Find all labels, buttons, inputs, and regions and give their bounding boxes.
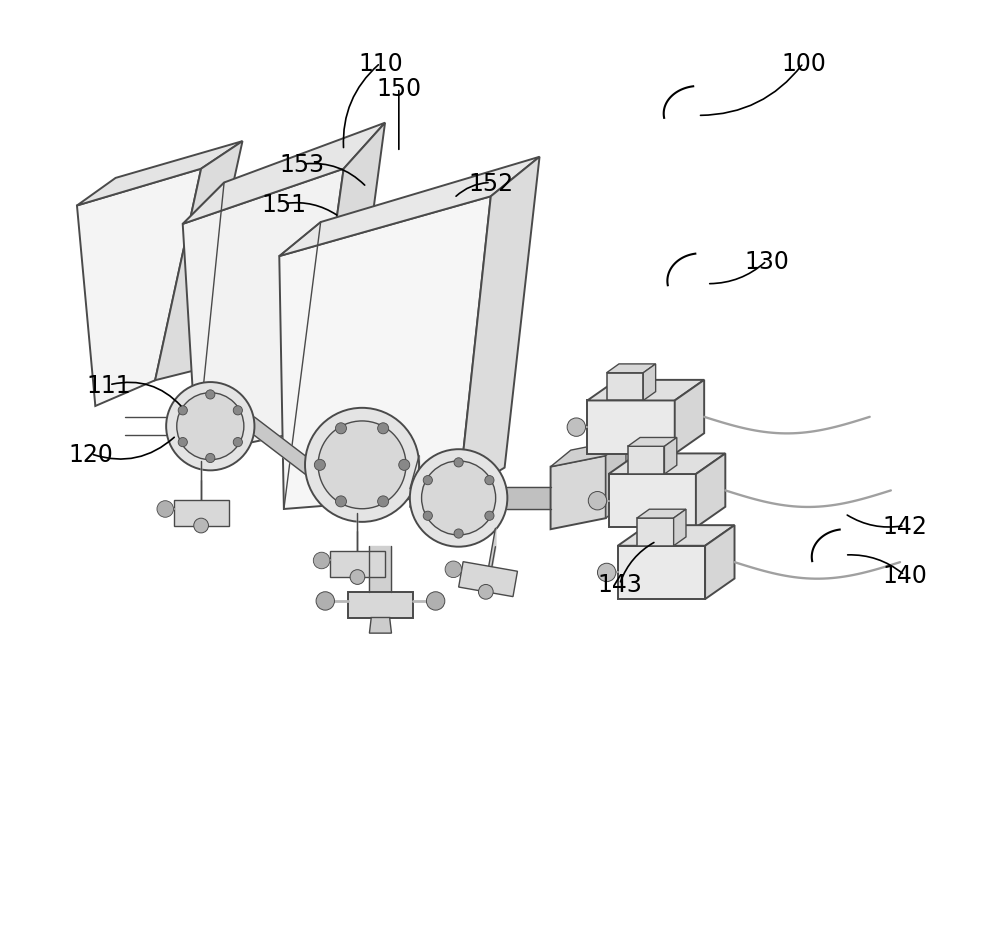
Polygon shape	[587, 401, 675, 454]
Circle shape	[399, 460, 410, 471]
Circle shape	[423, 512, 432, 521]
Polygon shape	[643, 364, 656, 401]
Polygon shape	[279, 158, 540, 257]
Polygon shape	[459, 158, 540, 496]
Polygon shape	[609, 454, 725, 475]
Circle shape	[206, 454, 215, 464]
Circle shape	[157, 502, 174, 517]
Polygon shape	[696, 454, 725, 527]
Polygon shape	[675, 380, 704, 454]
Polygon shape	[174, 501, 229, 526]
Circle shape	[318, 422, 406, 509]
Circle shape	[597, 564, 616, 582]
Polygon shape	[279, 197, 491, 510]
Circle shape	[567, 418, 586, 437]
Circle shape	[177, 393, 244, 461]
Circle shape	[485, 476, 494, 485]
Circle shape	[178, 406, 187, 415]
Circle shape	[378, 496, 389, 507]
Polygon shape	[155, 142, 242, 381]
Circle shape	[423, 476, 432, 485]
Text: 110: 110	[358, 52, 403, 76]
Polygon shape	[459, 562, 517, 597]
Text: 142: 142	[882, 514, 927, 538]
Circle shape	[194, 518, 208, 533]
Polygon shape	[551, 456, 606, 529]
Polygon shape	[369, 617, 391, 633]
Text: 151: 151	[261, 193, 306, 216]
Circle shape	[454, 529, 463, 539]
Polygon shape	[664, 438, 677, 475]
Circle shape	[454, 458, 463, 467]
Text: 130: 130	[744, 249, 789, 273]
Circle shape	[378, 424, 389, 435]
Polygon shape	[330, 552, 385, 578]
Circle shape	[410, 450, 507, 547]
Polygon shape	[77, 170, 201, 407]
Circle shape	[233, 438, 242, 447]
Polygon shape	[674, 510, 686, 546]
Polygon shape	[183, 170, 344, 454]
Polygon shape	[77, 142, 242, 207]
Text: 140: 140	[882, 564, 927, 588]
Polygon shape	[637, 510, 686, 518]
Polygon shape	[628, 438, 677, 447]
Circle shape	[588, 492, 607, 511]
Text: 143: 143	[597, 573, 642, 597]
Circle shape	[314, 460, 325, 471]
Circle shape	[335, 424, 346, 435]
Polygon shape	[606, 439, 626, 518]
Polygon shape	[307, 123, 385, 431]
Circle shape	[350, 570, 365, 585]
Polygon shape	[705, 526, 735, 600]
Circle shape	[305, 409, 419, 522]
Circle shape	[206, 390, 215, 400]
Text: 152: 152	[468, 171, 513, 196]
Circle shape	[485, 512, 494, 521]
Circle shape	[233, 406, 242, 415]
Circle shape	[316, 592, 334, 611]
Polygon shape	[618, 526, 735, 546]
Polygon shape	[607, 374, 643, 401]
Polygon shape	[637, 518, 674, 546]
Circle shape	[335, 496, 346, 507]
Polygon shape	[628, 447, 664, 475]
Text: 150: 150	[376, 77, 421, 101]
Circle shape	[178, 438, 187, 447]
Polygon shape	[348, 592, 413, 617]
Circle shape	[478, 585, 493, 600]
Polygon shape	[183, 123, 385, 224]
Circle shape	[166, 383, 254, 471]
Circle shape	[445, 562, 462, 578]
Text: 153: 153	[280, 153, 325, 177]
Circle shape	[426, 592, 445, 611]
Polygon shape	[607, 364, 656, 374]
Text: 100: 100	[781, 52, 826, 76]
Polygon shape	[609, 475, 696, 527]
Text: 111: 111	[87, 374, 131, 398]
Text: 120: 120	[68, 442, 113, 466]
Polygon shape	[618, 546, 705, 600]
Polygon shape	[551, 439, 626, 467]
Polygon shape	[587, 380, 704, 401]
Circle shape	[313, 552, 330, 569]
Circle shape	[422, 462, 496, 536]
